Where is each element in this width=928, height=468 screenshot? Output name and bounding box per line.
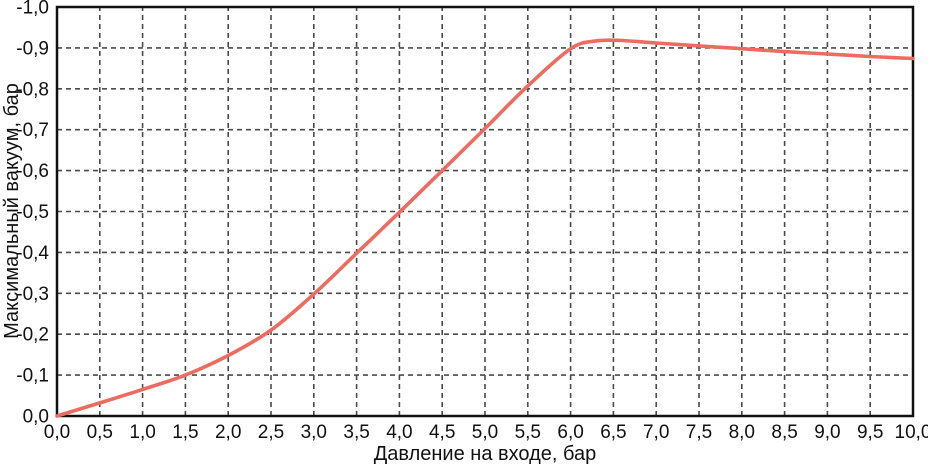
x-tick-label: 2,0 xyxy=(215,422,241,443)
x-tick-label: 1,5 xyxy=(172,422,198,443)
x-tick-label: 8,5 xyxy=(771,422,797,443)
x-tick-label: 9,0 xyxy=(814,422,840,443)
y-tick-label: -0,8 xyxy=(16,79,49,100)
y-tick-label: -1,0 xyxy=(16,0,49,19)
plot-border xyxy=(55,5,915,418)
y-tick-label: -0,5 xyxy=(16,202,49,223)
x-tick-label: 6,5 xyxy=(600,422,626,443)
y-tick-label: -0,6 xyxy=(16,161,49,182)
x-tick-label: 9,5 xyxy=(857,422,883,443)
x-tick-label: 8,0 xyxy=(729,422,755,443)
y-tick-label: -0,3 xyxy=(16,284,49,305)
x-tick-label: 5,0 xyxy=(472,422,498,443)
x-tick-label: 10,0 xyxy=(895,422,928,443)
y-tick-label: -0,9 xyxy=(16,38,49,59)
x-tick-label: 2,5 xyxy=(258,422,284,443)
y-tick-label: -0,4 xyxy=(16,243,49,264)
x-tick-label: 5,5 xyxy=(515,422,541,443)
x-tick-label: 3,0 xyxy=(301,422,327,443)
x-tick-label: 4,5 xyxy=(429,422,455,443)
x-tick-label: 6,0 xyxy=(557,422,583,443)
x-tick-label: 7,5 xyxy=(686,422,712,443)
x-tick-label: 4,0 xyxy=(386,422,412,443)
x-tick-label: 7,0 xyxy=(643,422,669,443)
y-tick-label: -0,1 xyxy=(16,366,49,387)
x-axis-title: Давление на входе, бар xyxy=(373,443,597,465)
x-tick-label: 1,0 xyxy=(129,422,155,443)
y-tick-label: -0,2 xyxy=(16,325,49,346)
y-axis-title: Максимальный вакуум, бар xyxy=(1,83,23,339)
vacuum-curve xyxy=(55,38,915,418)
x-tick-label: 3,5 xyxy=(343,422,369,443)
x-tick-label: 0,0 xyxy=(44,422,70,443)
y-tick-label: 0,0 xyxy=(23,407,49,428)
x-tick-label: 0,5 xyxy=(87,422,113,443)
y-tick-label: -0,7 xyxy=(16,120,49,141)
